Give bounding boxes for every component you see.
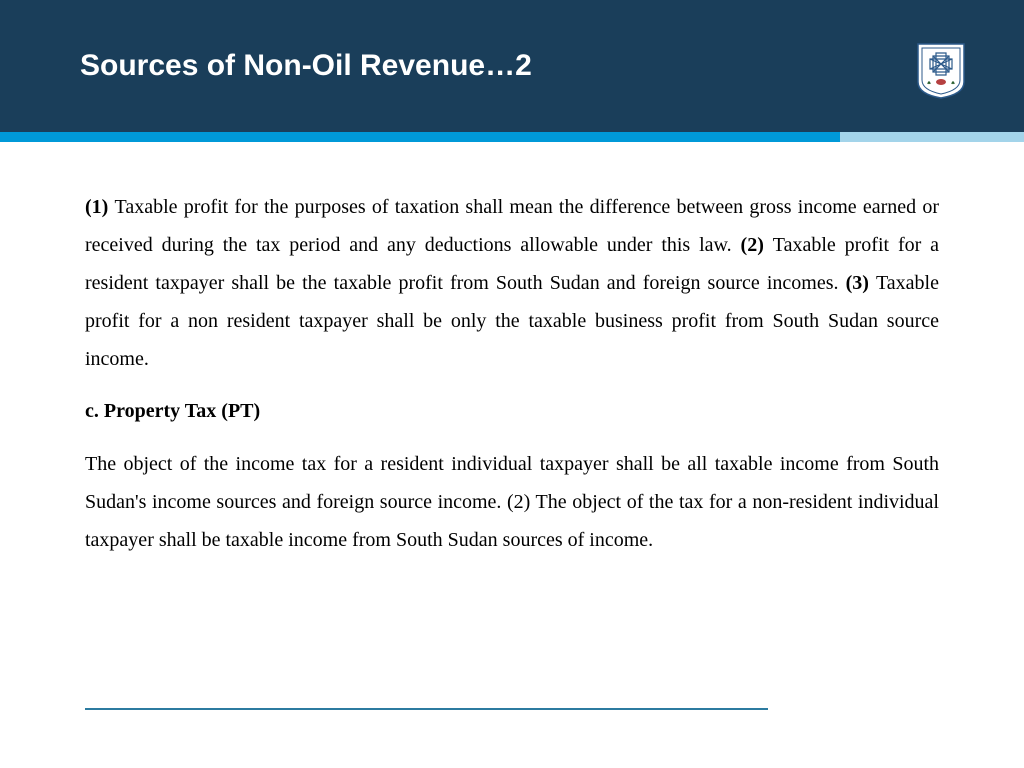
slide-title: Sources of Non-Oil Revenue…2	[80, 49, 532, 83]
bold-run: (1)	[85, 196, 115, 218]
slide-header: Sources of Non-Oil Revenue…2	[0, 0, 1024, 132]
paragraph-1: (1) Taxable profit for the purposes of t…	[85, 188, 939, 378]
accent-stripe-light	[840, 132, 1024, 142]
footer-rule	[85, 708, 768, 710]
slide-body: (1) Taxable profit for the purposes of t…	[0, 142, 1024, 559]
section-subhead: c. Property Tax (PT)	[85, 400, 939, 423]
institution-logo	[916, 42, 966, 100]
bold-run: (3)	[846, 272, 876, 294]
paragraph-2: The object of the income tax for a resid…	[85, 445, 939, 559]
bold-run: (2)	[741, 234, 773, 256]
accent-stripe	[0, 132, 1024, 142]
accent-stripe-dark	[0, 132, 840, 142]
